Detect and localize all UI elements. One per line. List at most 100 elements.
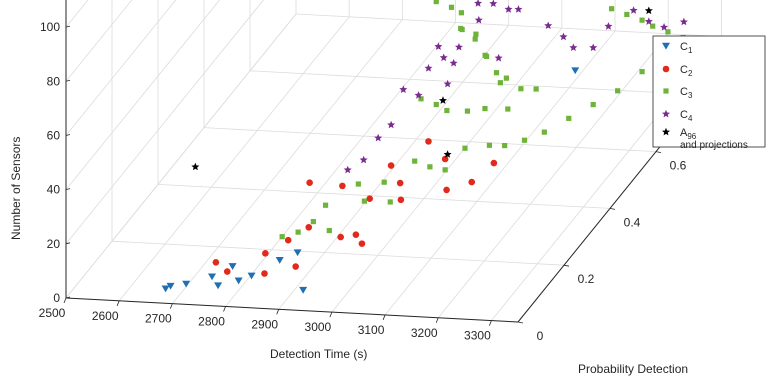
data-point <box>418 96 424 102</box>
y-tick-label: 0.2 <box>578 272 595 286</box>
legend-label-line2: and projections <box>680 140 748 151</box>
data-point <box>425 138 432 145</box>
data-point <box>352 231 360 238</box>
data-point <box>161 285 170 293</box>
data-point <box>474 0 483 7</box>
data-point <box>293 249 302 257</box>
data-point <box>449 58 458 67</box>
data-point <box>458 10 464 16</box>
legend-marker <box>662 109 670 118</box>
data-point <box>493 70 500 76</box>
data-point <box>399 85 408 93</box>
data-point <box>468 178 476 186</box>
data-point <box>472 36 478 42</box>
data-point <box>223 268 231 275</box>
legend-label-subscript: 96 <box>687 132 696 141</box>
data-point <box>444 107 450 114</box>
data-point <box>665 29 671 35</box>
y-tick <box>517 321 524 324</box>
y-tick-label: 0 <box>537 329 544 343</box>
data-point <box>358 240 366 247</box>
data-point <box>502 142 508 149</box>
grid-line <box>384 30 616 316</box>
data-point <box>448 4 455 10</box>
z-tick-label: 80 <box>47 74 61 88</box>
data-point <box>474 15 483 24</box>
data-point <box>343 165 352 174</box>
series-c1 <box>161 67 580 294</box>
y-tick-label: 0.4 <box>624 215 641 229</box>
data-point <box>482 105 488 112</box>
data-point <box>299 286 308 294</box>
legend-label-subscript: 1 <box>688 46 693 55</box>
data-point <box>486 142 493 148</box>
data-point <box>191 162 200 171</box>
z-tick-label: 40 <box>47 183 61 197</box>
data-point <box>503 75 509 81</box>
data-point <box>433 101 439 108</box>
data-point <box>660 23 669 31</box>
x-tick <box>276 309 280 315</box>
x-axis-label: Detection Time (s) <box>270 347 367 361</box>
grid-line <box>249 70 703 96</box>
grid-line <box>65 13 749 299</box>
x-tick-label: 3200 <box>411 326 438 340</box>
x-tick <box>382 314 386 321</box>
grid-line <box>172 19 403 304</box>
x-tick-label: 2600 <box>92 309 119 323</box>
data-point <box>305 223 313 231</box>
legend-box <box>652 35 766 148</box>
x-tick-label: 3100 <box>358 323 385 337</box>
data-point <box>396 179 404 187</box>
x-tick <box>116 300 120 306</box>
x-tick <box>63 297 67 304</box>
grid-line <box>111 240 565 266</box>
x-tick-label: 2500 <box>39 306 66 320</box>
data-point <box>442 167 448 173</box>
grid-line <box>118 16 350 302</box>
data-point <box>505 106 511 112</box>
y-tick <box>563 264 570 267</box>
x-tick-label: 2900 <box>251 317 278 331</box>
z-tick <box>65 134 71 136</box>
grid-line <box>65 0 264 245</box>
data-point <box>650 23 656 29</box>
x-tick-label: 3000 <box>305 320 332 334</box>
x-tick-label: 3300 <box>464 329 491 343</box>
y-tick <box>655 151 662 153</box>
data-point <box>494 53 503 62</box>
data-point <box>424 64 433 72</box>
data-point <box>624 11 630 18</box>
x-tick <box>169 303 173 309</box>
x-tick-label: 2800 <box>198 314 225 328</box>
data-point <box>397 196 405 204</box>
data-point <box>361 198 367 204</box>
z-tick <box>65 79 71 82</box>
data-point <box>589 43 598 52</box>
data-point <box>439 96 447 104</box>
grid-line <box>437 33 669 319</box>
data-point <box>609 6 615 12</box>
x-tick <box>435 317 439 323</box>
data-point <box>443 79 452 88</box>
data-point <box>295 229 301 235</box>
data-point <box>497 80 503 86</box>
data-point <box>261 270 268 277</box>
data-point <box>644 6 653 15</box>
data-point <box>310 218 316 225</box>
series-c4 <box>343 0 688 174</box>
data-point <box>569 43 578 52</box>
z-tick-label: 100 <box>40 20 60 34</box>
data-point <box>629 6 638 14</box>
x-axis-line <box>65 297 519 323</box>
data-point <box>559 32 568 41</box>
data-point <box>518 86 524 92</box>
data-point <box>234 277 243 285</box>
legend-marker <box>662 127 670 136</box>
data-point <box>490 159 498 167</box>
z-tick-label: 0 <box>53 291 60 305</box>
data-point <box>533 86 539 92</box>
y-tick <box>609 208 616 210</box>
data-point <box>339 182 346 190</box>
grid-line <box>225 22 456 307</box>
